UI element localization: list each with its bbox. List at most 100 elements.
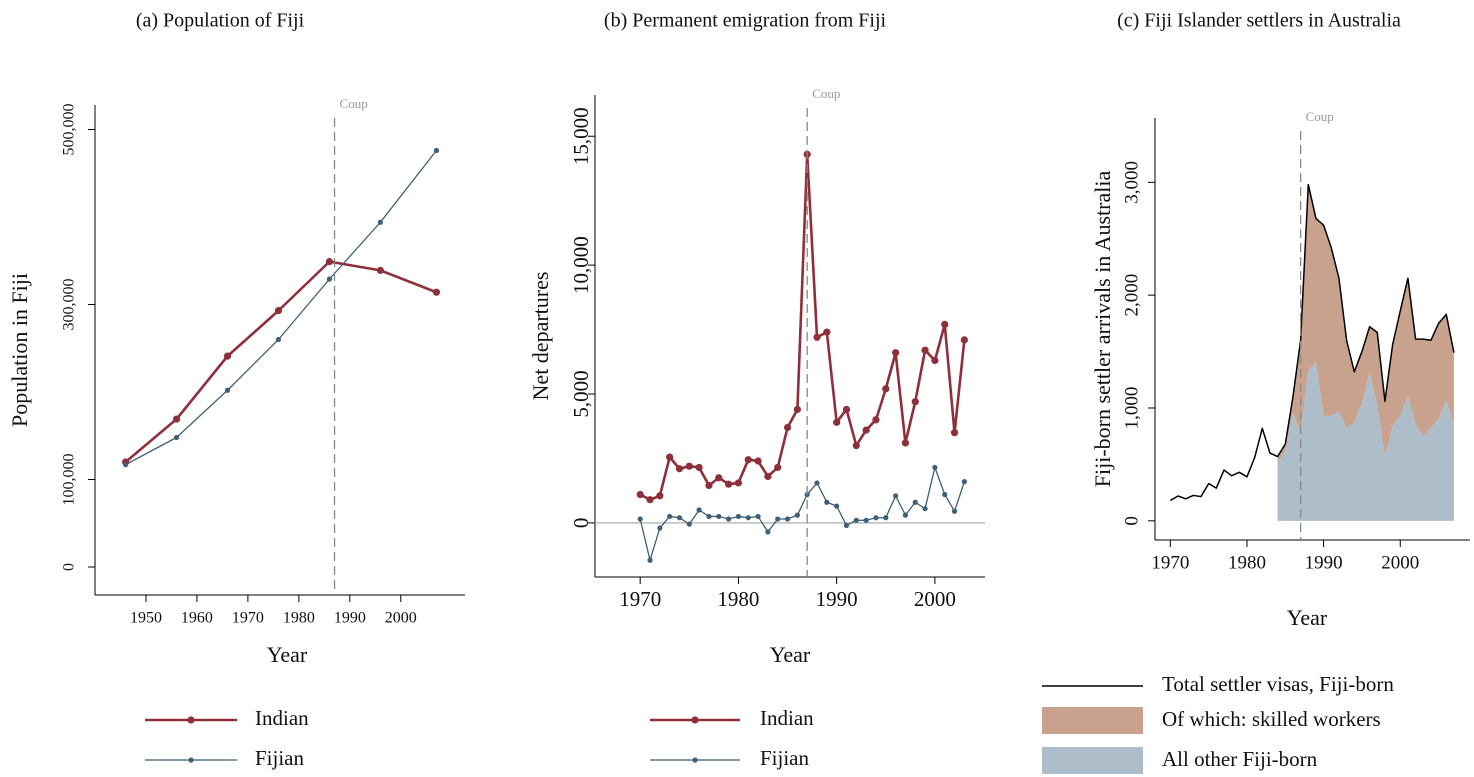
point: [921, 346, 929, 354]
point: [744, 456, 752, 464]
point: [274, 307, 283, 315]
point: [951, 508, 958, 514]
legend-item: Indian: [650, 706, 814, 730]
point: [725, 480, 733, 488]
point: [843, 522, 850, 529]
event-label: Coup: [812, 86, 840, 101]
point: [275, 336, 282, 343]
point: [667, 513, 673, 520]
point: [675, 465, 684, 473]
point: [726, 516, 732, 522]
point: [922, 506, 928, 512]
x-tick-label: 2000: [1381, 552, 1419, 573]
point: [646, 496, 654, 504]
x-tick-label: 1980: [283, 610, 315, 627]
y-axis-label: Population in Fiji: [7, 273, 32, 427]
point: [376, 266, 384, 274]
legend-label: Fijian: [760, 746, 810, 770]
legend-marker: [187, 716, 195, 724]
point: [696, 507, 702, 513]
point: [892, 349, 900, 357]
y-tick-label: 1,000: [1121, 387, 1142, 430]
point: [901, 439, 910, 447]
point: [834, 503, 840, 509]
point: [715, 474, 723, 482]
point: [912, 499, 918, 505]
y-tick-label: 0: [1121, 516, 1142, 526]
panel: (c) Fiji Islander settlers in Australia Y…: [1042, 10, 1470, 774]
point: [813, 333, 821, 341]
event-label: Coup: [1306, 109, 1334, 124]
point: [706, 513, 712, 520]
series-line: [1169, 183, 1455, 502]
point: [824, 499, 830, 505]
point: [686, 521, 692, 527]
legend-marker: [692, 757, 698, 763]
x-tick-label: 1990: [816, 587, 858, 611]
legend-marker: [691, 716, 699, 724]
x-tick-label: 1980: [1228, 552, 1266, 573]
point: [942, 491, 948, 498]
point: [893, 493, 899, 499]
legend-item: Total settler visas, Fiji-born: [1042, 672, 1394, 696]
point: [842, 405, 851, 414]
point: [685, 462, 693, 470]
legend-marker: [188, 757, 194, 763]
legend-label: Fijian: [255, 746, 305, 770]
x-axis-label: Year: [1287, 605, 1328, 630]
area: [1277, 361, 1454, 521]
y-tick-label: 10,000: [569, 236, 593, 294]
x-tick-label: 1970: [232, 610, 264, 627]
y-tick-label: 100,000: [61, 454, 78, 506]
point: [755, 513, 761, 520]
point: [173, 434, 180, 441]
point: [223, 352, 232, 360]
x-tick-label: 1980: [717, 587, 759, 611]
panel: (b) Permanent emigration from Fiji Year Ne…: [528, 10, 985, 770]
point: [902, 512, 909, 518]
y-tick-label: 0: [61, 563, 78, 571]
point: [911, 398, 919, 406]
point: [862, 426, 870, 434]
legend-item: Fijian: [145, 746, 305, 770]
point: [775, 516, 781, 522]
point: [882, 385, 890, 393]
legend-label: Indian: [760, 706, 814, 730]
point: [637, 516, 643, 522]
panel: (a) Population of Fiji Year Population in …: [7, 10, 465, 770]
x-axis-label: Year: [770, 642, 811, 667]
point: [745, 515, 751, 521]
point: [872, 416, 880, 424]
point: [764, 472, 772, 481]
point: [666, 453, 674, 461]
point: [676, 515, 683, 521]
point: [735, 513, 742, 520]
point: [433, 147, 440, 154]
legend-label: Total settler visas, Fiji-born: [1162, 672, 1394, 696]
y-tick-label: 3,000: [1121, 161, 1142, 204]
point: [960, 336, 968, 344]
point: [783, 423, 792, 432]
x-tick-label: 1970: [619, 587, 661, 611]
x-tick-label: 1960: [181, 610, 213, 627]
panel-title: (b) Permanent emigration from Fiji: [604, 10, 887, 32]
panel-title: (a) Population of Fiji: [136, 10, 305, 32]
point: [657, 525, 663, 531]
y-tick-label: 15,000: [569, 107, 593, 165]
point: [823, 328, 831, 336]
y-tick-label: 0: [569, 518, 593, 529]
point: [793, 405, 801, 414]
point: [705, 481, 713, 490]
point: [833, 418, 841, 426]
x-tick-label: 1970: [1151, 552, 1189, 573]
point: [754, 457, 762, 465]
point: [432, 288, 441, 296]
area: [1277, 184, 1454, 463]
point: [734, 479, 743, 487]
point: [961, 479, 967, 485]
x-tick-label: 1990: [334, 610, 366, 627]
legend-item: Of which: skilled workers: [1042, 707, 1381, 734]
x-tick-label: 1950: [130, 610, 162, 627]
y-tick-label: 5,000: [569, 370, 593, 417]
